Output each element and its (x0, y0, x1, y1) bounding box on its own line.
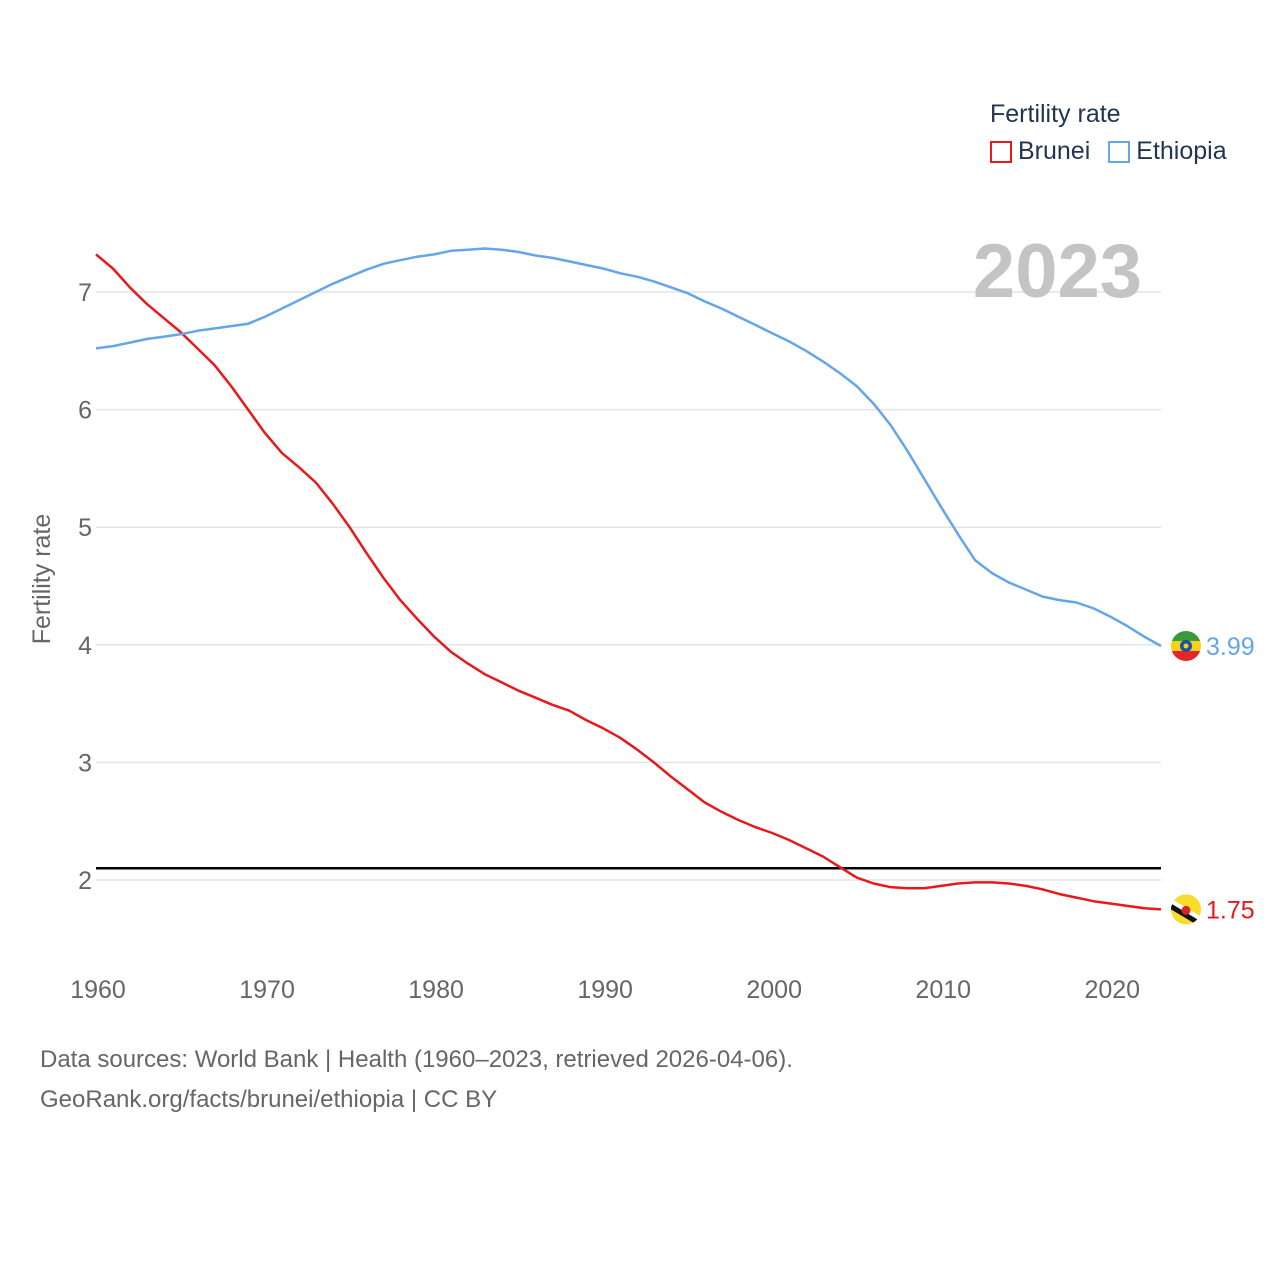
y-tick-label: 5 (78, 514, 92, 542)
flag-body (1171, 894, 1201, 925)
x-tick-label: 2020 (1084, 976, 1140, 1004)
legend-swatch-brunei (990, 140, 1012, 163)
source-line-1: Data sources: World Bank | Health (1960–… (40, 1046, 793, 1073)
grid-lines (96, 291, 1161, 881)
y-tick-label: 6 (78, 397, 92, 425)
source-line-2: GeoRank.org/facts/brunei/ethiopia | CC B… (40, 1086, 498, 1113)
x-tick-label: 1960 (70, 976, 126, 1004)
x-axis-ticks: 1960 1970 1980 1990 2000 2010 2020 (70, 976, 1140, 1004)
y-axis-ticks: 2 3 4 5 6 7 (78, 279, 92, 895)
x-tick-label: 1980 (408, 976, 464, 1004)
current-year-label: 2023 (972, 229, 1142, 314)
flag-body (1171, 630, 1201, 661)
flag-emblem-star (1183, 643, 1189, 649)
legend-label-brunei: Brunei (1018, 137, 1091, 165)
legend: Fertility rate Brunei Ethiopia (990, 100, 1227, 166)
ethiopia-flag-icon (1171, 630, 1201, 661)
x-tick-label: 2000 (746, 976, 802, 1004)
source-note: Data sources: World Bank | Health (1960–… (40, 1040, 793, 1120)
y-tick-label: 2 (78, 867, 92, 895)
flag-stripe-green (1171, 630, 1201, 641)
series-line-ethiopia (95, 247, 1162, 648)
y-tick-label: 7 (78, 279, 92, 307)
x-tick-label: 1970 (239, 976, 295, 1004)
series-line-brunei (95, 253, 1162, 911)
x-tick-label: 2010 (915, 976, 971, 1004)
legend-item-brunei[interactable]: Brunei (990, 137, 1090, 166)
end-value-label-ethiopia: 3.99 (1206, 633, 1255, 661)
brunei-flag-icon (1171, 894, 1201, 925)
flag-crest (1181, 905, 1191, 915)
legend-swatch-ethiopia (1108, 140, 1131, 163)
legend-item-ethiopia[interactable]: Ethiopia (1108, 137, 1227, 166)
x-tick-label: 1990 (577, 976, 633, 1004)
y-tick-label: 3 (78, 749, 92, 777)
y-tick-label: 4 (78, 632, 92, 660)
flag-stripe-red (1171, 650, 1201, 661)
legend-title: Fertility rate (990, 100, 1121, 128)
legend-label-ethiopia: Ethiopia (1136, 137, 1227, 165)
end-markers: 1.75 3.99 (1171, 630, 1255, 925)
end-value-label-brunei: 1.75 (1206, 896, 1255, 924)
y-axis-label: Fertility rate (28, 514, 56, 645)
series-lines (95, 247, 1162, 911)
